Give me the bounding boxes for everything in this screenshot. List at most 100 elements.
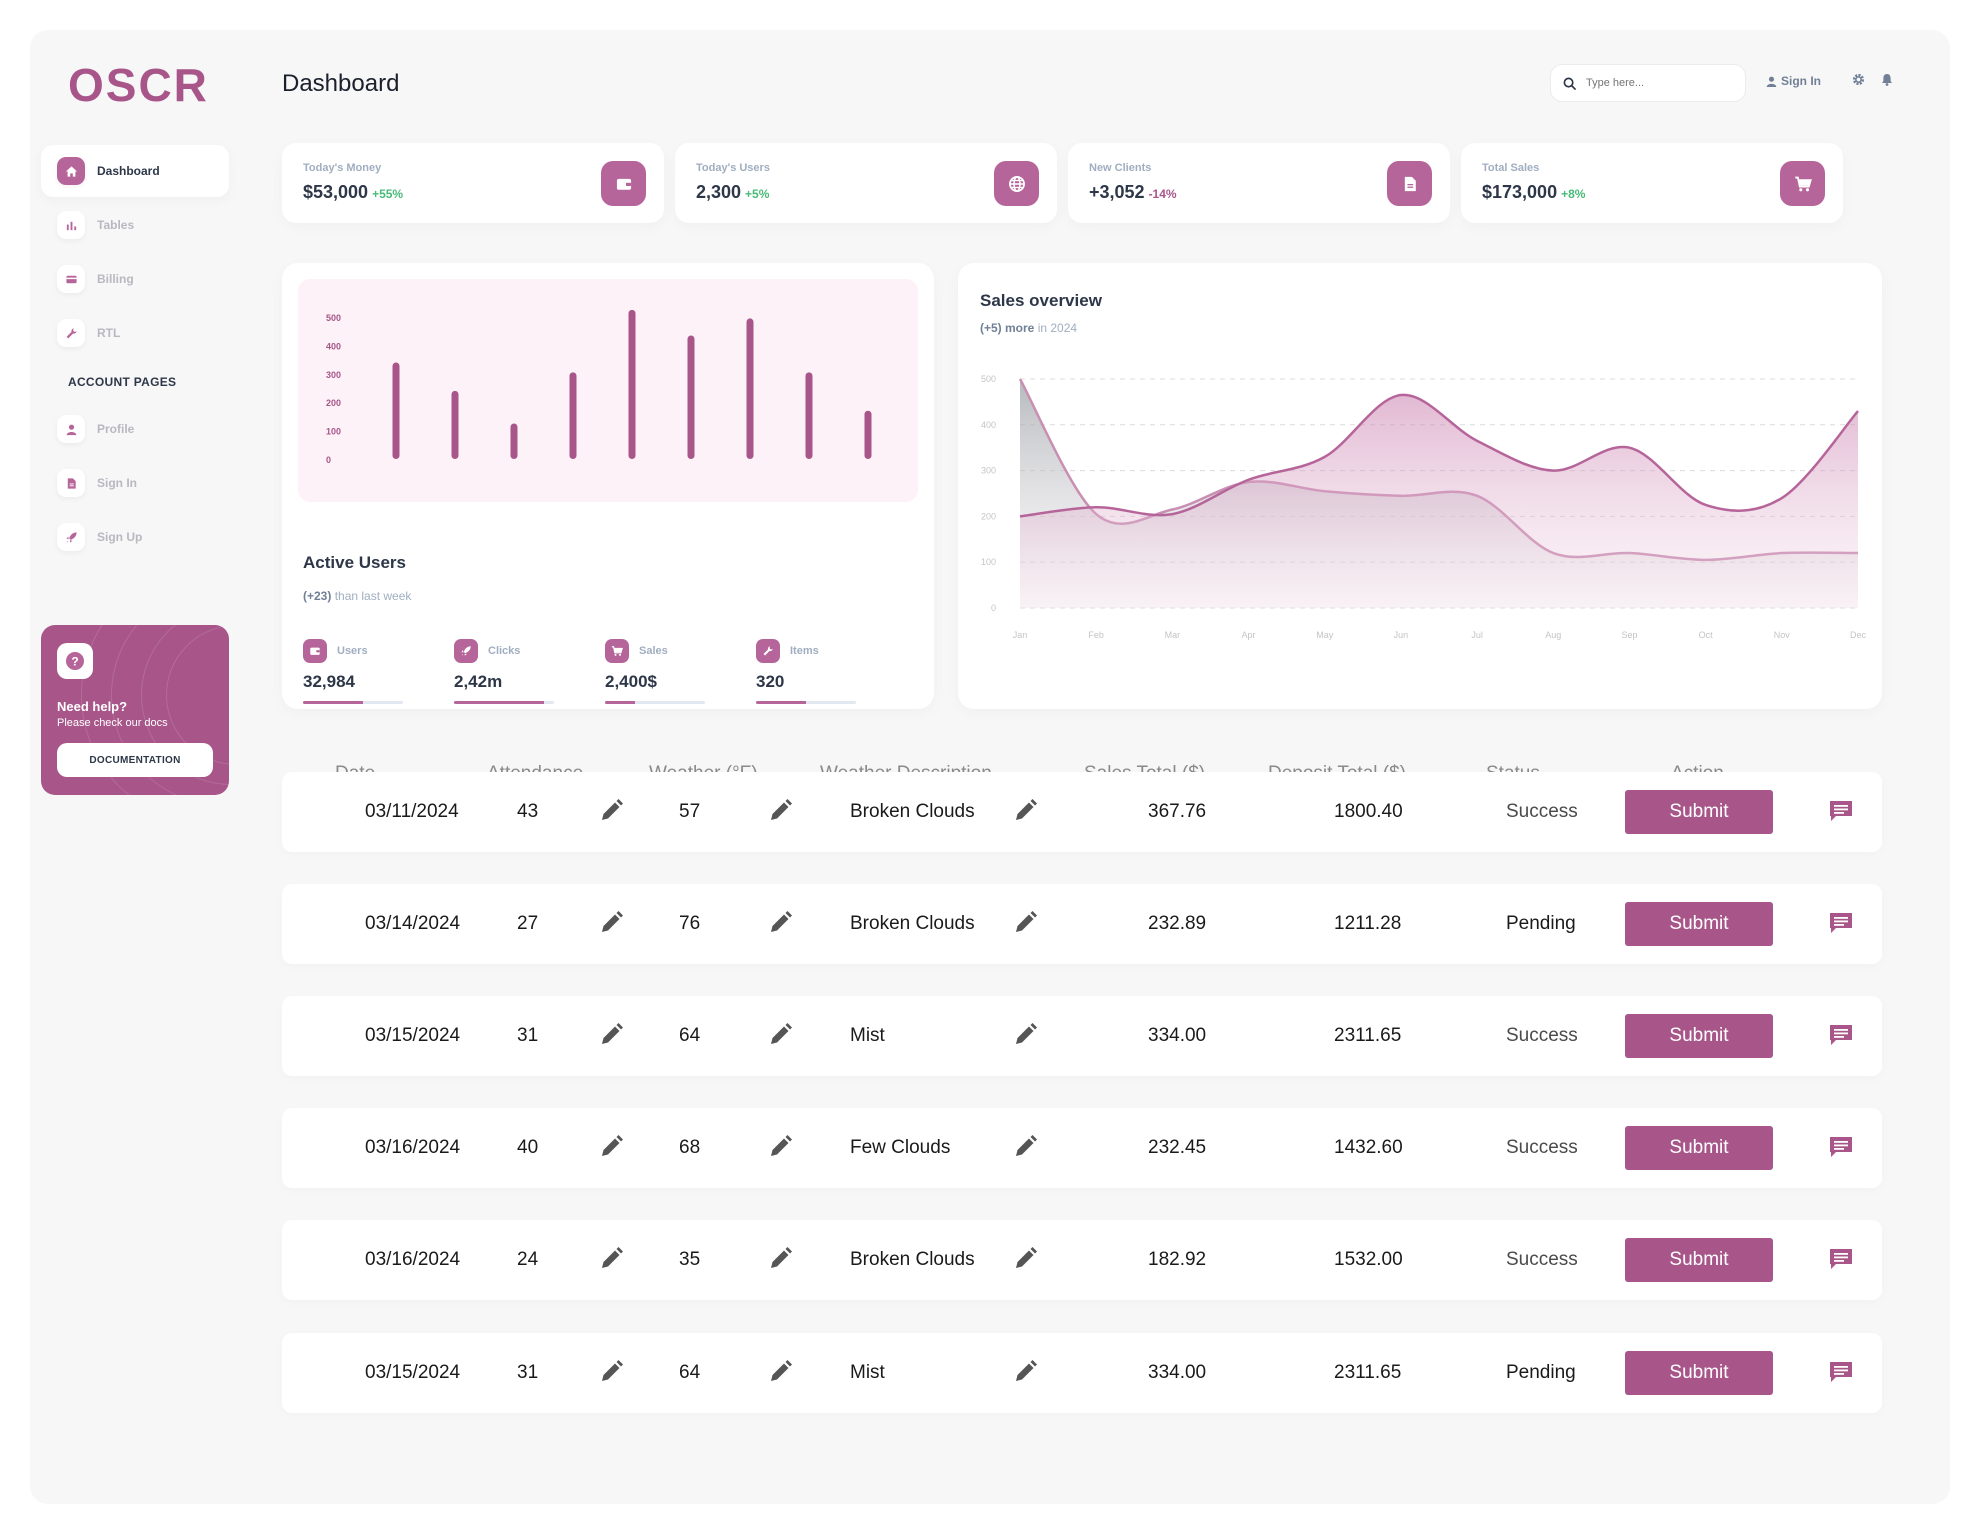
wallet-icon bbox=[601, 161, 646, 206]
metric-value: 2,42m bbox=[454, 672, 503, 691]
sidebar-item-sign-up[interactable]: Sign Up bbox=[41, 511, 229, 563]
comment-icon[interactable] bbox=[1828, 799, 1854, 828]
sales-overview-area-chart: 500 400 300 200 100 0 Jan Feb Mar Apr May Jun Jul Aug… bbox=[981, 374, 1867, 640]
comment-icon[interactable] bbox=[1828, 1135, 1854, 1164]
bar-y-tick-label: 100 bbox=[326, 427, 341, 437]
page-title: Dashboard bbox=[282, 70, 400, 97]
metric-clicks: Clicks 2,42m bbox=[454, 639, 556, 704]
metric-progress-bar bbox=[605, 701, 705, 704]
submit-button[interactable]: Submit bbox=[1625, 1014, 1773, 1058]
weather-description-cell: Few Clouds bbox=[850, 1137, 951, 1158]
edit-weather-pencil-icon[interactable] bbox=[767, 1246, 793, 1277]
search-icon bbox=[1563, 77, 1576, 90]
metric-label: Items bbox=[790, 645, 819, 657]
edit-description-pencil-icon[interactable] bbox=[1012, 1359, 1038, 1390]
wrench-icon bbox=[57, 319, 85, 347]
stat-change: +8% bbox=[1561, 187, 1586, 201]
table-row: 03/14/2024 27 76 Broken Clouds 232.89 12… bbox=[282, 884, 1882, 964]
stat-label: Total Sales bbox=[1482, 162, 1540, 174]
edit-attendance-pencil-icon[interactable] bbox=[598, 798, 624, 829]
status-cell: Success bbox=[1506, 801, 1578, 822]
weather-cell: 64 bbox=[679, 1025, 701, 1046]
date-cell: 03/11/2024 bbox=[365, 801, 459, 822]
sales-overview-title: Sales overview bbox=[980, 291, 1102, 310]
edit-attendance-pencil-icon[interactable] bbox=[598, 1246, 624, 1277]
rocket-icon bbox=[454, 639, 478, 663]
area-x-tick-label: Jun bbox=[1394, 630, 1409, 640]
weather-cell: 76 bbox=[679, 913, 701, 934]
sidebar-item-dashboard[interactable]: Dashboard bbox=[41, 145, 229, 197]
attendance-cell: 31 bbox=[517, 1025, 539, 1046]
metric-label: Clicks bbox=[488, 645, 521, 657]
bar-y-tick-label: 500 bbox=[326, 313, 341, 323]
metric-sales: Sales 2,400$ bbox=[605, 639, 707, 704]
edit-weather-pencil-icon[interactable] bbox=[767, 1359, 793, 1390]
table-row: 03/16/2024 24 35 Broken Clouds 182.92 15… bbox=[282, 1220, 1882, 1300]
stat-change: -14% bbox=[1148, 187, 1177, 201]
sales-total-cell: 182.92 bbox=[1148, 1249, 1207, 1270]
sales-total-cell: 367.76 bbox=[1148, 801, 1207, 822]
area-x-tick-label: Feb bbox=[1088, 630, 1104, 640]
sidebar-item-tables[interactable]: Tables bbox=[41, 199, 229, 251]
submit-button[interactable]: Submit bbox=[1625, 902, 1773, 946]
submit-button[interactable]: Submit bbox=[1625, 1126, 1773, 1170]
area-y-tick-label: 200 bbox=[981, 511, 996, 521]
edit-description-pencil-icon[interactable] bbox=[1012, 1246, 1038, 1277]
sales-total-cell: 232.89 bbox=[1148, 913, 1207, 934]
sales-total-cell: 334.00 bbox=[1148, 1025, 1207, 1046]
area-x-tick-label: Aug bbox=[1545, 630, 1561, 640]
edit-attendance-pencil-icon[interactable] bbox=[598, 910, 624, 941]
sidebar-item-profile[interactable]: Profile bbox=[41, 403, 229, 455]
edit-weather-pencil-icon[interactable] bbox=[767, 1022, 793, 1053]
bar bbox=[628, 309, 636, 459]
submit-button[interactable]: Submit bbox=[1625, 1238, 1773, 1282]
status-cell: Success bbox=[1506, 1025, 1578, 1046]
attendance-cell: 43 bbox=[517, 801, 539, 822]
wallet-icon bbox=[303, 639, 327, 663]
weather-description-cell: Mist bbox=[850, 1362, 885, 1383]
edit-description-pencil-icon[interactable] bbox=[1012, 1134, 1038, 1165]
comment-icon[interactable] bbox=[1828, 1023, 1854, 1052]
date-cell: 03/14/2024 bbox=[365, 913, 461, 934]
deposit-total-cell: 1211.28 bbox=[1334, 913, 1402, 934]
sign-in-label: Sign In bbox=[1781, 74, 1821, 88]
sidebar-item-label: Profile bbox=[97, 422, 135, 436]
sidebar-item-billing[interactable]: Billing bbox=[41, 253, 229, 305]
edit-weather-pencil-icon[interactable] bbox=[767, 910, 793, 941]
date-cell: 03/15/2024 bbox=[365, 1362, 461, 1383]
sidebar-item-rtl[interactable]: RTL bbox=[41, 307, 229, 359]
submit-button[interactable]: Submit bbox=[1625, 790, 1773, 834]
brand-logo[interactable]: OSCR bbox=[68, 59, 209, 111]
edit-attendance-pencil-icon[interactable] bbox=[598, 1134, 624, 1165]
area-x-tick-label: Jan bbox=[1013, 630, 1028, 640]
deposit-total-cell: 1432.60 bbox=[1334, 1137, 1403, 1158]
sidebar-item-sign-in[interactable]: Sign In bbox=[41, 457, 229, 509]
weather-description-cell: Broken Clouds bbox=[850, 801, 975, 822]
person-icon bbox=[57, 415, 85, 443]
edit-description-pencil-icon[interactable] bbox=[1012, 910, 1038, 941]
submit-button[interactable]: Submit bbox=[1625, 1351, 1773, 1395]
stat-change: +5% bbox=[745, 187, 770, 201]
edit-attendance-pencil-icon[interactable] bbox=[598, 1022, 624, 1053]
comment-icon[interactable] bbox=[1828, 911, 1854, 940]
edit-description-pencil-icon[interactable] bbox=[1012, 1022, 1038, 1053]
metric-value: 32,984 bbox=[303, 672, 355, 691]
comment-icon[interactable] bbox=[1828, 1247, 1854, 1276]
edit-weather-pencil-icon[interactable] bbox=[767, 1134, 793, 1165]
deposit-total-cell: 1532.00 bbox=[1334, 1249, 1403, 1270]
sign-in-link[interactable]: Sign In bbox=[1766, 74, 1821, 88]
area-x-tick-label: May bbox=[1316, 630, 1334, 640]
table-row: 03/11/2024 43 57 Broken Clouds 367.76 18… bbox=[282, 772, 1882, 852]
documentation-button[interactable]: DOCUMENTATION bbox=[57, 743, 213, 777]
edit-description-pencil-icon[interactable] bbox=[1012, 798, 1038, 829]
metric-progress-bar bbox=[756, 701, 856, 704]
search-box[interactable] bbox=[1550, 64, 1746, 102]
edit-attendance-pencil-icon[interactable] bbox=[598, 1359, 624, 1390]
bell-icon[interactable] bbox=[1881, 73, 1893, 86]
comment-icon[interactable] bbox=[1828, 1360, 1854, 1389]
search-input[interactable] bbox=[1586, 77, 1726, 89]
gear-icon[interactable] bbox=[1852, 73, 1865, 86]
status-cell: Pending bbox=[1506, 913, 1576, 934]
edit-weather-pencil-icon[interactable] bbox=[767, 798, 793, 829]
metric-progress-bar bbox=[303, 701, 403, 704]
